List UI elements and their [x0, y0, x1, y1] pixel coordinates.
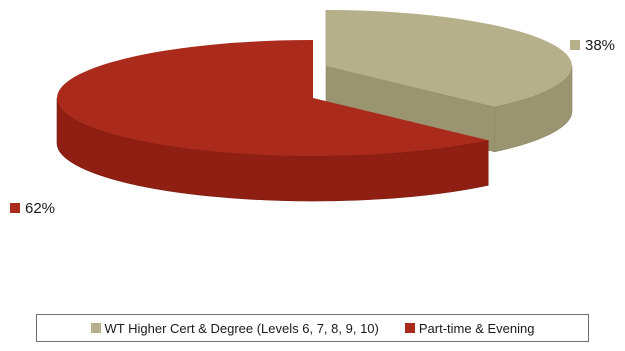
legend-label-part-time: Part-time & Evening — [418, 320, 535, 336]
chart-legend: WT Higher Cert & Degree (Levels 6, 7, 8,… — [36, 314, 589, 342]
pct-label-swatch-wt-higher-cert — [570, 40, 580, 50]
pie-slice-wt-higher-cert[interactable] — [326, 10, 572, 107]
legend-swatch-part-time — [404, 323, 415, 333]
legend-swatch-wt-higher-cert — [90, 323, 101, 333]
pct-label-swatch-part-time — [10, 203, 20, 213]
pct-label-wt-higher-cert: 38% — [585, 37, 615, 54]
legend-item-part-time: Part-time & Evening — [404, 320, 535, 336]
pct-label-part-time: 62% — [25, 200, 55, 217]
legend-item-wt-higher-cert: WT Higher Cert & Degree (Levels 6, 7, 8,… — [90, 320, 379, 336]
pie-slice-side-part-time — [56, 97, 489, 202]
legend-label-wt-higher-cert: WT Higher Cert & Degree (Levels 6, 7, 8,… — [104, 320, 379, 336]
pie-slice-part-time[interactable] — [57, 40, 489, 156]
